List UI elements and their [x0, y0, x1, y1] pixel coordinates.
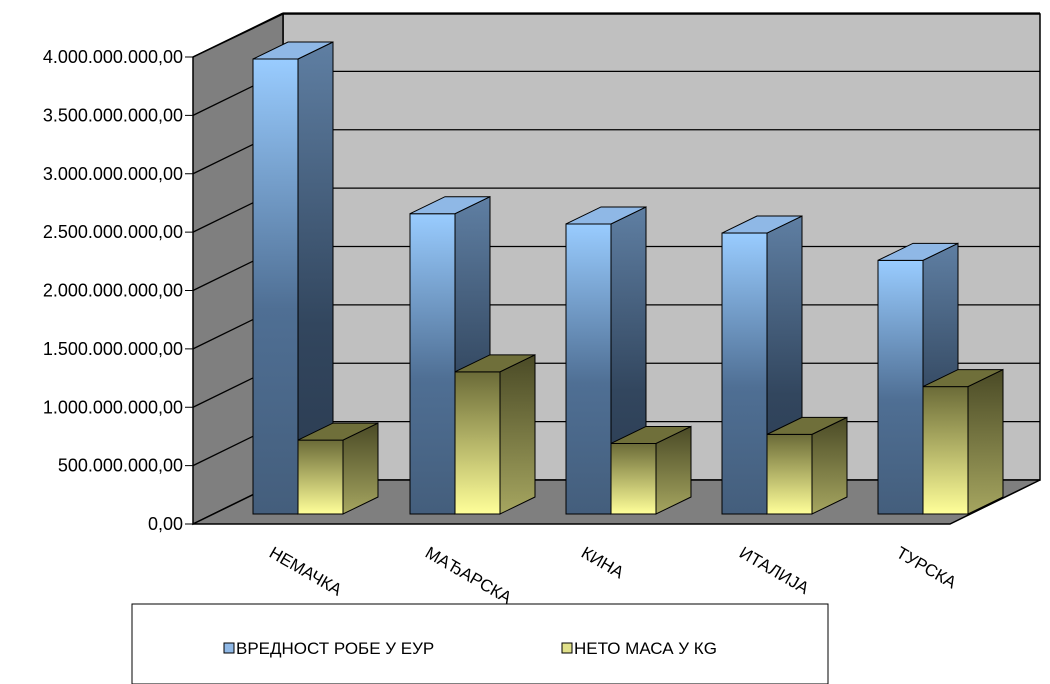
legend-label-mass: НЕТО МАСА У КG [574, 639, 717, 658]
x-tick-label: МАЂАРСКА [422, 543, 515, 608]
bar-value-0 [252, 41, 334, 515]
bar-mass-3 [766, 416, 848, 515]
bar-value-0-front [252, 58, 299, 515]
y-tick-label: 3.500.000.000,00 [43, 105, 183, 125]
bar-value-4-top [877, 242, 959, 261]
y-tick-label: 2.000.000.000,00 [43, 281, 183, 301]
bar-mass-2-top [610, 425, 692, 444]
x-tick-label: КИНА [578, 543, 628, 583]
bar-value-4-front [877, 259, 924, 515]
bar-value-1-top [409, 196, 491, 215]
bar-mass-1-front [454, 371, 501, 515]
y-tick-label: 500.000.000,00 [58, 456, 183, 476]
bar-mass-3-top [766, 416, 848, 435]
bar-mass-1-top [454, 354, 536, 373]
y-tick-label: 3.000.000.000,00 [43, 164, 183, 184]
legend-label-value: ВРЕДНОСТ РОБЕ У ЕУР [236, 639, 434, 658]
y-tick-label: 2.500.000.000,00 [43, 222, 183, 242]
bar-value-3-front [721, 232, 768, 515]
bars [252, 41, 1004, 515]
y-axis-ticks: 0,00 500.000.000,00 1.000.000.000,00 1.500.… [43, 47, 193, 534]
x-tick-label: ИТАЛИЈА [736, 543, 813, 598]
bar-mass-2-front [610, 442, 657, 515]
legend-swatch-mass [561, 642, 573, 654]
legend-swatch-value [223, 642, 235, 654]
x-axis-labels: НЕМАЧКА МАЂАРСКА КИНА ИТАЛИЈА ТУРСКА [266, 543, 960, 608]
bar-value-0-top [252, 41, 334, 60]
bar-value-1-front [409, 213, 456, 515]
bar-mass-0 [297, 422, 379, 515]
bar-value-2 [565, 206, 647, 515]
bar-mass-3-front [766, 433, 813, 515]
bar-value-2-top [565, 206, 647, 225]
bar-mass-1-side [499, 354, 536, 515]
legend: ВРЕДНОСТ РОБЕ У ЕУР НЕТО МАСА У КG [131, 603, 829, 684]
bar-mass-4-top [922, 369, 1004, 388]
y-tick-label: 0,00 [148, 514, 183, 534]
gridline [192, 12, 284, 58]
x-tick-label: ТУРСКА [893, 543, 960, 593]
bar-mass-4-front [922, 386, 969, 515]
bar-value-2-front [565, 223, 612, 515]
bar-mass-1 [454, 354, 536, 515]
x-tick-label: НЕМАЧКА [266, 543, 346, 600]
legend-box [131, 603, 829, 684]
bar-mass-4-side [967, 368, 1004, 515]
bar-mass-2 [610, 425, 692, 515]
bar-value-3-top [721, 215, 803, 234]
y-tick-label: 4.000.000.000,00 [43, 47, 183, 67]
y-tick-label: 1.500.000.000,00 [43, 339, 183, 359]
bar-mass-4 [922, 368, 1004, 515]
bar-mass-0-front [297, 439, 344, 515]
bar-mass-0-top [297, 422, 379, 441]
y-tick-label: 1.000.000.000,00 [43, 397, 183, 417]
